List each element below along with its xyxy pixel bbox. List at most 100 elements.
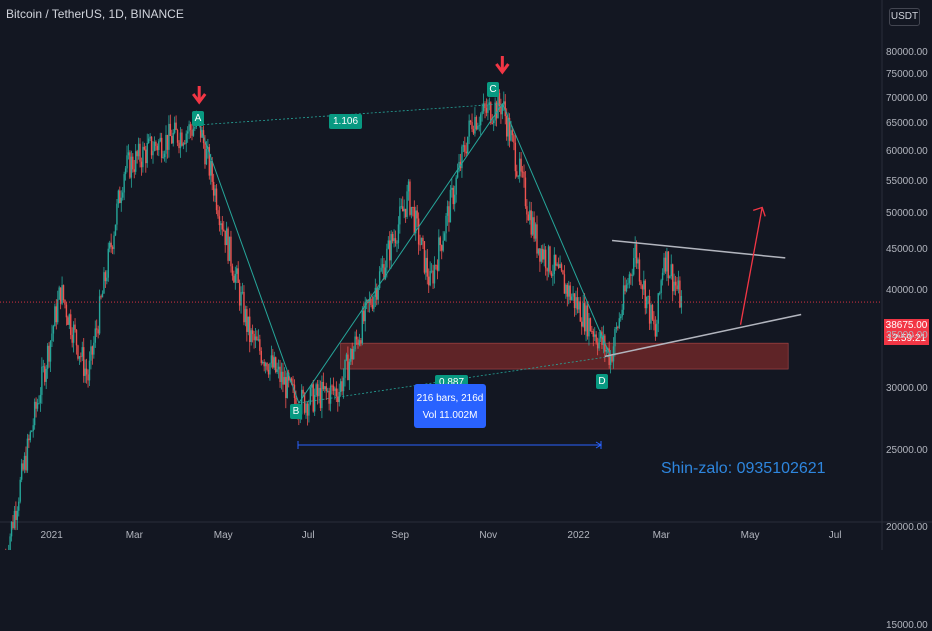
candle-body [223,229,225,231]
candle-body [276,369,278,373]
measure-tooltip[interactable]: 216 bars, 216d Vol 11.002M [414,384,486,428]
candle-body [241,291,244,293]
candle-body [227,228,229,261]
candle-body [448,206,450,223]
candle-body [368,298,371,304]
candle-body [254,336,257,341]
candle-body [133,169,135,172]
candle-body [449,189,452,223]
candle-body [549,246,551,273]
candle-body [435,265,437,267]
price-tick-label: 45000.00 [886,244,928,256]
down-arrow-head [495,63,510,75]
candle-body [544,249,547,269]
candle-body [579,301,582,322]
candle-body [364,301,366,322]
candle-body [149,136,151,139]
point-d-label[interactable]: D [596,374,608,389]
candle-body [413,207,415,234]
candle-body [530,210,532,235]
candle-body [555,254,557,266]
candle-body [556,264,558,266]
candle-body [9,536,11,550]
candle-body [101,293,104,298]
candle-body [236,268,238,274]
candle-body [455,177,457,195]
candle-body [507,117,509,137]
candle-body [57,299,59,323]
candle-body [643,280,645,290]
ratio-ac-label[interactable]: 1.106 [329,114,363,129]
candle-body [275,357,277,373]
price-chart[interactable] [0,0,932,550]
candle-body [184,143,186,145]
candle-body [116,203,118,225]
point-c-label[interactable]: C [487,82,499,97]
candle-body [373,296,375,309]
price-tick-label: 35000.00 [886,330,928,342]
candle-body [94,328,96,343]
candle-body [403,208,405,212]
candle-body [28,438,30,441]
candle-body [218,216,221,226]
candle-body [350,348,352,362]
candle-body [534,224,537,239]
candle-body [54,306,56,327]
candle-body [485,108,488,113]
candle-body [290,378,293,385]
candle-body [44,366,46,382]
candle-body [566,284,569,297]
candle-body [134,151,137,172]
candle-body [129,152,131,178]
candle-body [139,143,141,162]
candle-body [605,349,607,352]
candle-body [536,224,538,254]
candle-body [477,125,479,130]
candle-body [573,293,576,309]
candle-body [357,339,359,345]
candle-body [247,316,249,332]
candle-body [478,125,480,127]
candle-body [316,384,319,397]
candle-body [192,128,195,136]
candle-body [240,292,242,306]
candle-body [67,317,69,325]
candle-body [417,218,420,245]
candle-body [661,272,664,281]
candle-body [132,156,134,170]
candle-body [677,280,680,290]
candle-body [142,146,144,168]
candle-body [370,298,372,305]
candle-body [422,237,424,242]
candle-body [404,208,407,217]
candle-body [48,345,50,362]
candle-body [178,142,180,149]
candle-body [214,188,216,196]
candle-body [282,371,284,385]
candle-body [436,265,439,271]
candle-body [441,245,443,251]
candle-body [464,145,466,152]
candle-body [508,117,511,141]
candle-body [36,403,39,409]
point-b-label[interactable]: B [290,404,302,419]
candle-body [467,136,469,154]
candle-body [253,333,255,341]
point-a-label[interactable]: A [192,111,204,126]
candle-body [344,359,346,378]
candle-body [176,129,179,143]
candle-body [666,251,668,272]
candle-body [667,251,670,279]
candle-body [583,303,586,332]
candle-body [85,368,88,375]
candle-body [249,316,251,342]
candle-body [490,102,492,124]
currency-button[interactable]: USDT [889,8,920,26]
candle-body [33,401,36,426]
candle-body [547,246,550,272]
candle-body [560,264,563,271]
candle-body [557,264,560,268]
candle-body [84,368,86,376]
candle-body [390,234,392,261]
candle-body [74,324,76,330]
